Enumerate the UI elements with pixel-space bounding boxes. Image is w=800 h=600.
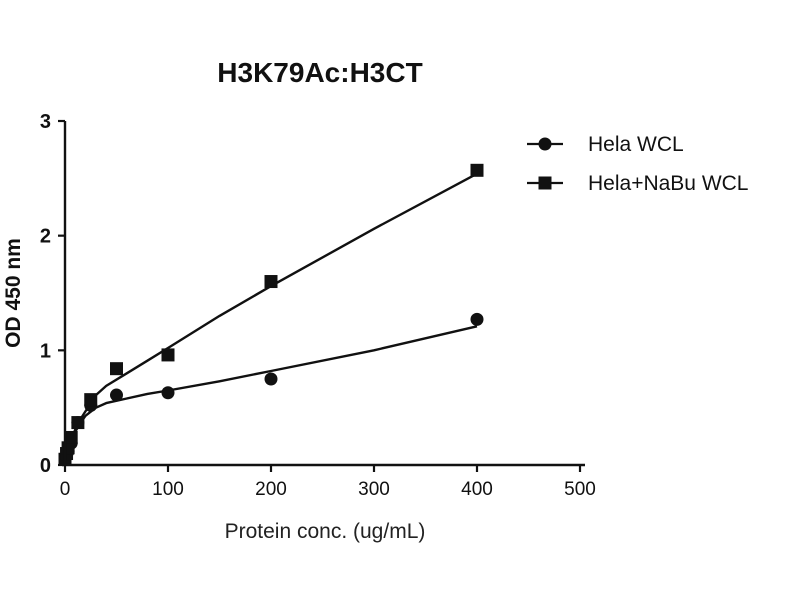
y-tick-label: 0 — [40, 455, 51, 477]
point-square — [264, 275, 278, 289]
point-square — [84, 393, 98, 407]
data-points — [58, 163, 484, 466]
x-tick-label: 400 — [461, 479, 493, 500]
fit-curve-hela-wcl — [63, 325, 478, 461]
point-square — [64, 430, 78, 444]
legend-label: Hela+NaBu WCL — [588, 172, 748, 195]
x-tick-label: 0 — [60, 479, 71, 500]
fit-curve-hela-nabu-wcl — [63, 172, 478, 461]
point-square — [71, 416, 85, 430]
legend-square-marker — [538, 176, 552, 190]
x-tick-label: 300 — [358, 479, 390, 500]
chart-title: H3K79Ac:H3CT — [217, 57, 422, 88]
fit-curves — [63, 172, 478, 461]
point-circle — [264, 372, 278, 386]
y-ticks: 0 1 2 3 — [40, 111, 65, 477]
x-tick-label: 200 — [255, 479, 287, 500]
y-tick-label: 2 — [40, 226, 51, 248]
x-axis-label: Protein conc. (ug/mL) — [225, 520, 426, 543]
legend-circle-marker — [538, 137, 552, 151]
point-circle — [161, 386, 175, 400]
x-ticks: 0 100 200 300 400 500 — [60, 465, 596, 500]
point-square — [470, 163, 484, 177]
point-square — [110, 362, 123, 376]
legend-item-hela-wcl: Hela WCL — [527, 133, 684, 156]
point-circle — [110, 388, 123, 402]
y-axis-label: OD 450 nm — [2, 238, 25, 348]
x-tick-label: 100 — [152, 479, 184, 500]
y-tick-label: 1 — [40, 340, 51, 362]
point-square — [161, 348, 175, 362]
axes — [62, 121, 585, 467]
legend-item-hela-nabu-wcl: Hela+NaBu WCL — [527, 172, 748, 195]
legend-label: Hela WCL — [588, 133, 684, 156]
legend: Hela WCL Hela+NaBu WCL — [527, 133, 748, 195]
x-tick-label: 500 — [564, 479, 596, 500]
point-circle — [470, 312, 484, 326]
y-tick-label: 3 — [40, 111, 51, 133]
